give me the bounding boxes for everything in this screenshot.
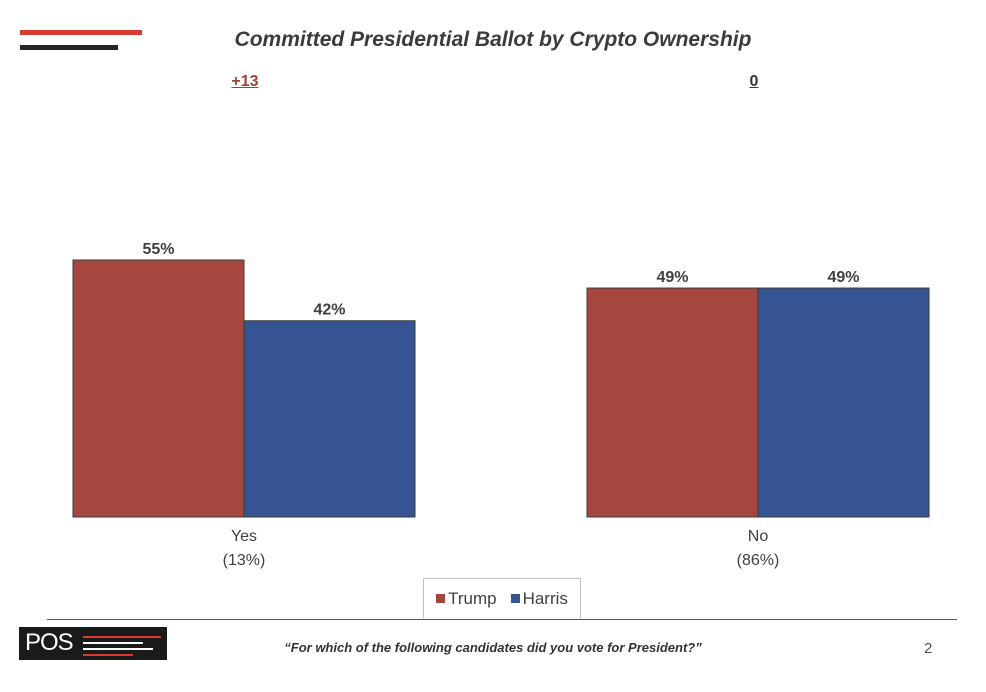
bar-harris-yes: [243, 320, 416, 518]
survey-question: “For which of the following candidates d…: [284, 640, 702, 655]
bar-chart: 55% 49% 42% 49% Yes (13%) No (86%): [72, 241, 930, 569]
category-label-no: No: [748, 528, 769, 545]
footer-divider: [47, 619, 957, 620]
legend-item-trump: Trump: [436, 589, 497, 609]
legend-swatch-harris: [510, 594, 520, 603]
category-label-yes: (13%): [223, 552, 266, 569]
page-number: 2: [924, 640, 933, 657]
legend-item-harris: Harris: [510, 588, 568, 609]
data-label-trump-no: 49%: [656, 269, 688, 286]
data-label-harris-no: 49%: [827, 269, 859, 286]
logo-line: [83, 642, 143, 644]
category-label-yes: Yes: [231, 528, 257, 545]
data-label-trump-yes: 55%: [142, 241, 174, 258]
legend-label-trump: Trump: [448, 588, 497, 608]
logo-line: [83, 636, 161, 638]
legend-label-harris: Harris: [522, 588, 568, 608]
bar-trump-no: [586, 287, 759, 518]
header-stripe-red: [20, 30, 142, 35]
margin-label-no: 0: [749, 73, 759, 90]
pos-logo: POS: [19, 627, 167, 660]
logo-text: POS: [25, 629, 74, 656]
bar-harris-no: [757, 287, 930, 518]
header-stripe-dark: [20, 45, 118, 50]
data-label-harris-yes: 42%: [313, 302, 345, 319]
category-label-no: (86%): [737, 552, 780, 569]
margin-label-yes: +13: [231, 73, 259, 90]
chart-legend: Trump Harris: [423, 578, 581, 618]
logo-line: [83, 654, 133, 656]
chart-title: Committed Presidential Ballot by Crypto …: [234, 28, 752, 51]
legend-swatch-trump: [436, 594, 446, 603]
bar-trump-yes: [72, 259, 245, 518]
logo-line: [83, 648, 153, 650]
